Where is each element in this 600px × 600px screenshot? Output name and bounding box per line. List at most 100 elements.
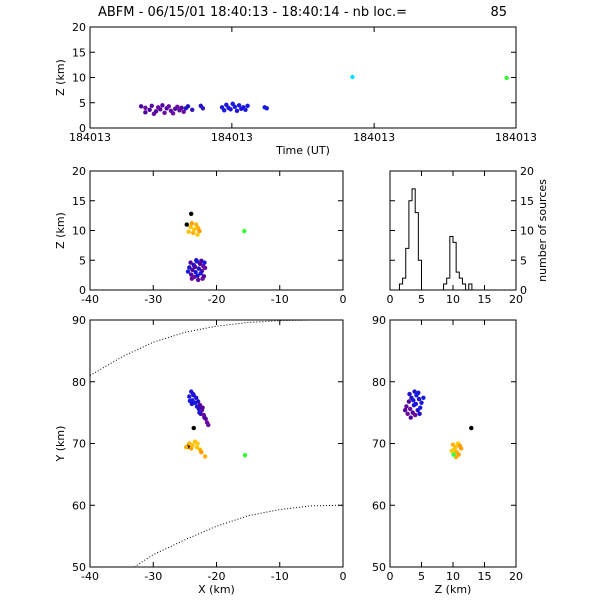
source-point bbox=[197, 228, 202, 234]
source-point bbox=[190, 107, 195, 113]
source-point bbox=[195, 232, 200, 237]
source-point bbox=[195, 273, 200, 278]
x-axis-label: Z (km) bbox=[435, 583, 472, 596]
source-point bbox=[195, 441, 200, 446]
source-point bbox=[195, 277, 201, 283]
source-point bbox=[418, 405, 423, 410]
source-point bbox=[170, 111, 176, 116]
plot-frame bbox=[89, 170, 344, 291]
source-point bbox=[166, 104, 172, 109]
x-tick-label: 15 bbox=[478, 570, 492, 583]
source-point bbox=[153, 109, 159, 114]
source-point bbox=[191, 425, 196, 431]
x-tick-label: 0 bbox=[340, 570, 347, 583]
source-point bbox=[149, 103, 154, 108]
source-point bbox=[188, 224, 193, 230]
source-point bbox=[196, 266, 201, 271]
source-point bbox=[187, 265, 192, 270]
source-point bbox=[202, 415, 207, 420]
source-point bbox=[221, 108, 227, 113]
y-tick-label: 90 bbox=[72, 314, 86, 327]
source-point bbox=[406, 399, 412, 404]
source-point bbox=[413, 412, 418, 418]
y-tick-label: 10 bbox=[72, 225, 86, 238]
x-tick-label: -10 bbox=[271, 570, 289, 583]
y-tick-label: 50 bbox=[372, 561, 386, 574]
y-tick-label: 15 bbox=[520, 195, 534, 208]
x-tick-label: -40 bbox=[81, 293, 99, 306]
source-point bbox=[408, 415, 413, 420]
source-point bbox=[199, 449, 204, 455]
source-point bbox=[242, 453, 248, 458]
source-point bbox=[160, 103, 165, 108]
plot-frame bbox=[89, 319, 344, 568]
source-point bbox=[189, 272, 194, 277]
source-point bbox=[416, 396, 422, 402]
source-point bbox=[202, 260, 207, 265]
source-point bbox=[158, 107, 163, 112]
x-tick-label: 10 bbox=[446, 293, 460, 306]
x-tick-label: 0 bbox=[387, 570, 394, 583]
y-tick-label: 60 bbox=[72, 499, 86, 512]
network-boundary-lower bbox=[134, 504, 344, 568]
source-point bbox=[232, 104, 238, 109]
x-tick-label: -40 bbox=[81, 570, 99, 583]
source-count: 85 bbox=[490, 5, 507, 20]
x-tick-label: 184013 bbox=[495, 131, 537, 144]
source-point bbox=[411, 398, 416, 403]
x-tick-label: 10 bbox=[446, 570, 460, 583]
source-point bbox=[407, 391, 412, 397]
source-point bbox=[407, 406, 413, 412]
x-tick-label: 5 bbox=[418, 570, 425, 583]
x-tick-label: 0 bbox=[387, 293, 394, 306]
x-tick-label: 20 bbox=[509, 293, 523, 306]
panel-xy: -40 -30 -20 -10 0 50 60 70 80 90 X (km) Y (km) bbox=[54, 314, 347, 596]
y-tick-label: 20 bbox=[72, 165, 86, 178]
x-tick-label: -10 bbox=[271, 293, 289, 306]
source-point bbox=[183, 445, 189, 450]
source-point bbox=[193, 269, 198, 275]
x-tick-label: 184013 bbox=[211, 131, 253, 144]
source-point bbox=[185, 269, 191, 274]
source-point bbox=[194, 395, 199, 401]
y-tick-label: 60 bbox=[372, 499, 386, 512]
source-point bbox=[194, 222, 199, 227]
source-point bbox=[147, 107, 152, 113]
x-tick-label: -30 bbox=[144, 293, 162, 306]
y-tick-label: 0 bbox=[79, 284, 86, 297]
source-point bbox=[189, 211, 194, 217]
source-point bbox=[200, 405, 205, 410]
y-axis-label: Z (km) bbox=[54, 59, 67, 96]
network-boundary-upper bbox=[89, 319, 343, 377]
y-axis-label: number of sources bbox=[536, 179, 549, 282]
y-axis-label: Y (km) bbox=[54, 426, 67, 463]
y-tick-label: 0 bbox=[79, 122, 86, 135]
source-point bbox=[206, 422, 211, 428]
source-point bbox=[189, 221, 195, 226]
x-tick-label: 20 bbox=[509, 570, 523, 583]
source-point bbox=[187, 398, 193, 404]
y-tick-label: 0 bbox=[520, 284, 527, 297]
source-point bbox=[402, 407, 408, 413]
source-point bbox=[405, 411, 410, 417]
source-point bbox=[469, 425, 474, 431]
source-point bbox=[138, 104, 144, 109]
figure-title: ABFM - 06/15/01 18:40:13 - 18:40:14 - nb… bbox=[98, 5, 407, 20]
x-tick-label: 5 bbox=[418, 293, 425, 306]
y-tick-label: 80 bbox=[372, 376, 386, 389]
source-point bbox=[416, 390, 421, 396]
source-point bbox=[190, 267, 195, 272]
source-point bbox=[419, 400, 424, 405]
y-tick-label: 10 bbox=[72, 72, 86, 85]
source-point bbox=[181, 109, 186, 115]
y-tick-label: 5 bbox=[520, 254, 527, 267]
source-point bbox=[192, 227, 197, 232]
y-tick-label: 70 bbox=[72, 438, 86, 451]
y-tick-label: 50 bbox=[72, 561, 86, 574]
y-tick-label: 90 bbox=[372, 314, 386, 327]
panel-xz: -40 -30 -20 -10 0 0 5 10 15 20 Z (km) bbox=[54, 165, 347, 306]
x-tick-label: 0 bbox=[340, 293, 347, 306]
source-point bbox=[194, 258, 199, 263]
source-point bbox=[417, 411, 422, 417]
